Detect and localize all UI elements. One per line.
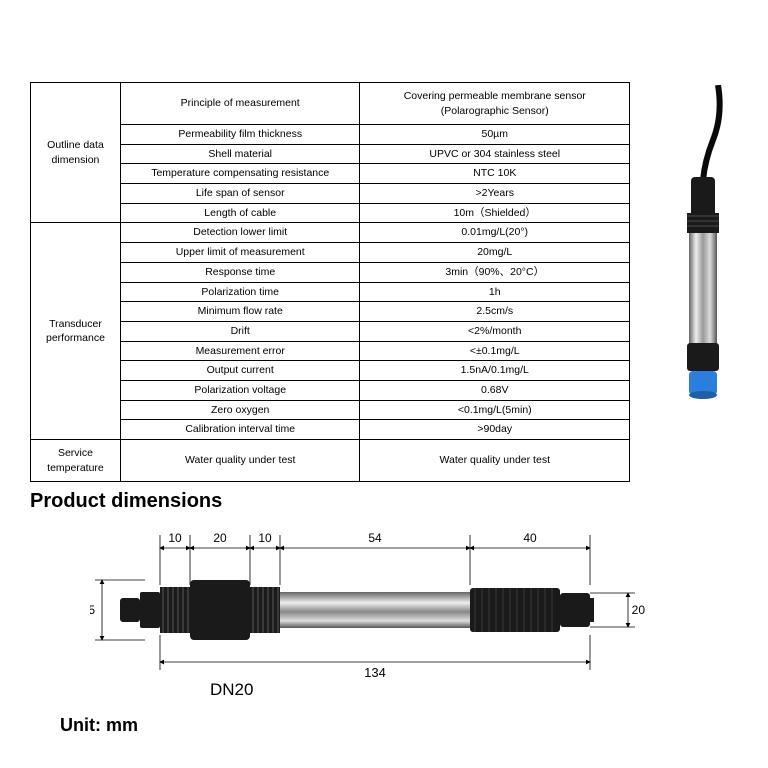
group-label: Outline data dimension	[31, 83, 121, 223]
dim-seg2: 20	[213, 531, 227, 545]
group-label: Service temperature	[31, 440, 121, 482]
value-cell: 0.68V	[360, 380, 630, 400]
dim-seg1: 10	[168, 531, 182, 545]
value-cell: 10m（Shielded）	[360, 203, 630, 223]
value-cell: >2Years	[360, 184, 630, 204]
param-cell: Zero oxygen	[120, 400, 360, 420]
value-cell: UPVC or 304 stainless steel	[360, 144, 630, 164]
value-cell: 0.01mg/L(20°)	[360, 223, 630, 243]
param-cell: Output current	[120, 361, 360, 381]
param-cell: Response time	[120, 262, 360, 282]
param-cell: Polarization voltage	[120, 380, 360, 400]
param-cell: Detection lower limit	[120, 223, 360, 243]
value-cell: Covering permeable membrane sensor(Polar…	[360, 83, 630, 125]
param-cell: Principle of measurement	[120, 83, 360, 125]
param-cell: Calibration interval time	[120, 420, 360, 440]
value-cell: 20mg/L	[360, 243, 630, 263]
value-cell: >90day	[360, 420, 630, 440]
param-cell: Permeability film thickness	[120, 125, 360, 145]
dimensions-heading: Product dimensions	[30, 490, 222, 513]
param-cell: Upper limit of measurement	[120, 243, 360, 263]
dn-label: DN20	[210, 680, 253, 699]
dim-height-right: 20	[632, 603, 646, 617]
value-cell: Water quality under test	[360, 440, 630, 482]
value-cell: 50µm	[360, 125, 630, 145]
value-cell: <2%/month	[360, 321, 630, 341]
sensor-side-illustration	[663, 85, 743, 415]
unit-label: Unit: mm	[60, 715, 138, 736]
param-cell: Minimum flow rate	[120, 302, 360, 322]
value-cell: <0.1mg/L(5min)	[360, 400, 630, 420]
param-cell: Water quality under test	[120, 440, 360, 482]
value-cell: 1.5nA/0.1mg/L	[360, 361, 630, 381]
spec-table: Outline data dimensionPrinciple of measu…	[30, 82, 630, 482]
value-cell: 3min（90%、20°C）	[360, 262, 630, 282]
param-cell: Shell material	[120, 144, 360, 164]
value-cell: 1h	[360, 282, 630, 302]
param-cell: Temperature compensating resistance	[120, 164, 360, 184]
dim-seg3: 10	[258, 531, 272, 545]
dim-total: 134	[364, 665, 386, 680]
param-cell: Life span of sensor	[120, 184, 360, 204]
group-label: Transducer performance	[31, 223, 121, 440]
dim-seg4: 54	[368, 531, 382, 545]
value-cell: NTC 10K	[360, 164, 630, 184]
param-cell: Drift	[120, 321, 360, 341]
dim-seg5: 40	[523, 531, 537, 545]
value-cell: <±0.1mg/L	[360, 341, 630, 361]
dimension-drawing: 10 20 10 54 40 25 20	[90, 530, 650, 700]
dim-height-left: 25	[90, 603, 95, 617]
param-cell: Measurement error	[120, 341, 360, 361]
param-cell: Polarization time	[120, 282, 360, 302]
value-cell: 2.5cm/s	[360, 302, 630, 322]
param-cell: Length of cable	[120, 203, 360, 223]
